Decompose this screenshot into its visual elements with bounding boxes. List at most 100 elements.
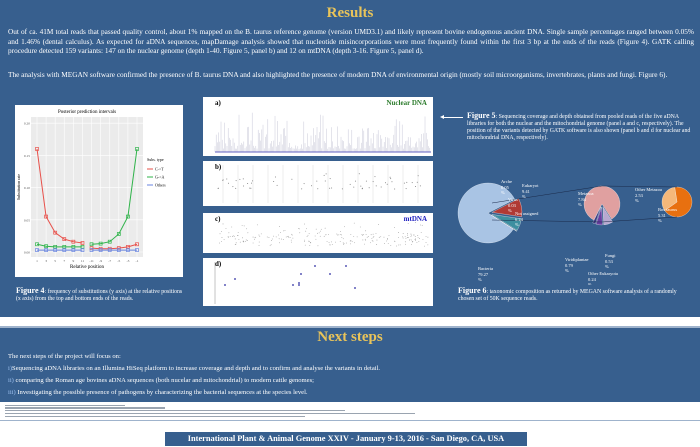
chart-title: Posterior prediction intervals xyxy=(58,110,116,115)
caption-text: : frequency of substitutions (y axis) at… xyxy=(16,289,183,302)
coverage-point xyxy=(362,239,364,241)
coverage-point xyxy=(258,245,260,246)
pie-value: 2.53 xyxy=(635,193,644,198)
coverage-point xyxy=(222,223,224,225)
coverage-point xyxy=(344,226,345,228)
pie-label: Other Metazoa xyxy=(635,187,662,192)
variant-point xyxy=(361,188,363,190)
coverage-point xyxy=(407,233,408,235)
coverage-point xyxy=(425,236,427,237)
next-step-item: i)Sequencing aDNA libraries on an Illumi… xyxy=(8,365,381,372)
error-bar xyxy=(62,237,67,241)
coverage-point xyxy=(297,228,299,229)
coverage-point xyxy=(319,230,321,232)
error-bar xyxy=(98,241,103,246)
variant-point xyxy=(273,181,275,183)
variant-point xyxy=(419,185,421,187)
coverage-point xyxy=(289,236,291,238)
variant-point xyxy=(417,175,419,177)
coverage-point xyxy=(402,236,404,238)
x-tick-label: -5 xyxy=(117,259,120,263)
coverage-point xyxy=(350,243,351,245)
coverage-point xyxy=(320,228,322,230)
pie-label: Arche xyxy=(501,179,512,184)
coverage-point xyxy=(298,228,300,230)
variant-point xyxy=(380,186,382,188)
variant-point xyxy=(274,176,276,178)
variant-point xyxy=(298,282,300,284)
variant-point xyxy=(414,185,416,187)
coverage-point xyxy=(306,228,308,230)
coverage-point xyxy=(237,232,239,234)
pie-value: 0.53 xyxy=(605,259,614,264)
variant-point xyxy=(372,181,374,183)
error-bar xyxy=(80,248,85,252)
variant-point xyxy=(222,179,224,181)
coverage-point xyxy=(270,240,272,241)
coverage-point xyxy=(221,240,222,242)
coverage-point xyxy=(239,241,241,243)
pie-value: 0.24 xyxy=(588,277,597,282)
coverage-point xyxy=(315,228,317,230)
coverage-point xyxy=(245,239,247,241)
variant-point xyxy=(311,185,313,187)
error-bar xyxy=(107,239,112,244)
coverage-point xyxy=(268,237,270,238)
error-bar xyxy=(71,248,76,252)
coverage-point xyxy=(279,242,280,244)
variant-point xyxy=(226,178,228,180)
coverage-point xyxy=(286,236,288,237)
pie-main-slice xyxy=(457,182,515,244)
coverage-point xyxy=(402,237,404,239)
pie-value: 79.27 xyxy=(478,272,489,277)
coverage-point xyxy=(388,235,390,237)
coverage-point xyxy=(340,230,341,232)
results-paragraph-1: Out of ca. 41M total reads that passed q… xyxy=(8,27,694,56)
coverage-point xyxy=(404,241,406,243)
error-bar xyxy=(35,147,39,151)
coverage-point xyxy=(394,227,396,228)
coverage-point xyxy=(341,236,343,238)
coverage-point xyxy=(380,236,382,238)
coverage-point xyxy=(281,238,282,240)
coverage-point xyxy=(252,242,254,244)
panel-d-label: d) xyxy=(215,260,222,268)
coverage-point xyxy=(372,240,374,242)
coverage-point xyxy=(356,236,358,238)
variant-point xyxy=(301,188,303,190)
x-tick-label: -11 xyxy=(89,259,94,263)
coverage-point xyxy=(258,241,260,243)
coverage-point xyxy=(384,243,385,244)
variant-point xyxy=(345,265,347,267)
error-bar xyxy=(53,230,58,235)
pie-unit: % xyxy=(605,264,609,269)
error-bar xyxy=(135,242,139,247)
coverage-point xyxy=(278,238,280,240)
pie-label: Metazoa xyxy=(578,191,594,196)
coverage-point xyxy=(343,243,345,245)
coverage-point xyxy=(291,234,293,236)
pie-unit: % xyxy=(588,282,592,285)
pie-unit: % xyxy=(501,190,505,195)
coverage-point xyxy=(378,224,379,225)
y-axis-label: Substitution rate xyxy=(16,174,21,201)
coverage-point xyxy=(364,238,366,240)
coverage-point xyxy=(255,236,257,238)
mtdna-label: mtDNA xyxy=(403,215,427,223)
coverage-point xyxy=(319,235,321,237)
pie-label: Other Eukaryota xyxy=(588,271,618,276)
variant-point xyxy=(329,187,331,189)
pie-unit: % xyxy=(658,218,662,223)
coverage-point xyxy=(232,236,233,237)
legend-title: Subs. type xyxy=(147,157,164,162)
variant-point xyxy=(235,180,237,182)
pie-unit: % xyxy=(515,222,519,227)
coverage-point xyxy=(404,236,406,238)
coverage-point xyxy=(243,225,245,227)
y-tick-label: 0.20 xyxy=(24,122,30,126)
error-bar xyxy=(44,244,48,249)
variants-plot xyxy=(214,262,356,304)
error-bar xyxy=(44,214,48,219)
variant-point xyxy=(403,182,405,184)
coverage-point xyxy=(402,233,404,234)
